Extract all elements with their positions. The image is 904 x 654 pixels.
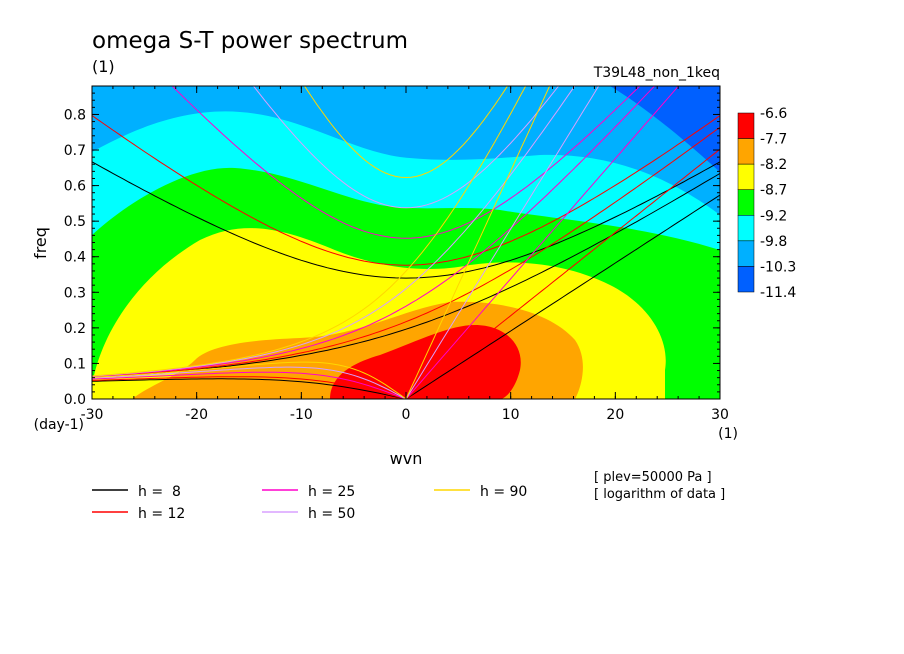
colorbar-swatch bbox=[737, 240, 755, 267]
dispersion-curve-h12-branch-2 bbox=[92, 376, 407, 399]
note-plev: [ plev=50000 Pa ] bbox=[594, 470, 712, 485]
y-axis-label: freq bbox=[31, 227, 50, 259]
dispersion-curve-h90-branch-2 bbox=[92, 361, 407, 399]
y-tick-label: 0.5 bbox=[64, 214, 86, 230]
x-axis-unit: (1) bbox=[718, 426, 738, 442]
y-tick-label: 0.7 bbox=[64, 143, 86, 159]
x-tick-label: -20 bbox=[185, 407, 208, 423]
dispersion-curve-h50-branch-2 bbox=[92, 366, 407, 399]
y-tick-label: 0.1 bbox=[64, 356, 86, 372]
legend-label: h = 12 bbox=[138, 506, 185, 522]
dispersion-curve-h50-branch-3 bbox=[92, 86, 576, 377]
dispersion-curve-h12-branch-1 bbox=[92, 115, 720, 266]
colorbar-level-label: -8.7 bbox=[760, 183, 787, 199]
dispersion-curve-h12-branch-0 bbox=[405, 148, 720, 399]
y-tick-label: 0.8 bbox=[64, 107, 86, 123]
legend-label: h = 8 bbox=[138, 484, 181, 500]
x-tick-label: -30 bbox=[81, 407, 104, 423]
dispersion-curves bbox=[92, 86, 720, 399]
x-tick-label: 30 bbox=[711, 407, 729, 423]
x-tick-label: -10 bbox=[290, 407, 313, 423]
dispersion-curve-h8-branch-1 bbox=[92, 161, 720, 279]
dispersion-curve-h12-branch-3 bbox=[92, 126, 720, 378]
colorbar-level-label: -6.6 bbox=[760, 106, 787, 122]
contour-fill bbox=[92, 86, 720, 399]
y-axis-unit: (day-1) bbox=[34, 417, 84, 433]
y-tick-label: 0.3 bbox=[64, 285, 86, 301]
x-tick-label: 10 bbox=[502, 407, 520, 423]
colorbar-level-label: -9.2 bbox=[760, 208, 787, 224]
y-tick-label: 0.2 bbox=[64, 321, 86, 337]
dispersion-curve-h50-branch-1 bbox=[252, 86, 560, 209]
dispersion-curve-h8-branch-2 bbox=[92, 378, 407, 399]
colorbar: -6.6 -7.7 -8.2 -8.7 -9.2 -9.8 -10.3 -11.4 bbox=[737, 106, 796, 301]
dispersion-curve-h25-branch-1 bbox=[171, 86, 641, 239]
y-tick-label: 0.0 bbox=[64, 392, 86, 408]
legend: h = 8 h = 12 h = 25 h = 50 h = 90 bbox=[92, 484, 527, 522]
legend-label: h = 50 bbox=[308, 506, 355, 522]
y-tick-label: 0.6 bbox=[64, 179, 86, 195]
colorbar-level-label: -8.2 bbox=[760, 157, 787, 173]
dispersion-curve-h50-branch-0 bbox=[405, 86, 600, 399]
dispersion-curve-h90-branch-3 bbox=[92, 86, 527, 377]
dispersion-curve-h25-branch-3 bbox=[92, 86, 656, 377]
x-axis: -30 -20 -10 0 10 20 30 bbox=[81, 86, 729, 423]
colorbar-swatch bbox=[737, 138, 755, 165]
colorbar-swatch bbox=[737, 215, 755, 242]
colorbar-level-label: -9.8 bbox=[760, 234, 787, 250]
dispersion-curve-h8-branch-0 bbox=[405, 194, 720, 399]
colorbar-level-label: -10.3 bbox=[760, 259, 796, 275]
dispersion-curve-h25-branch-0 bbox=[405, 86, 680, 399]
colorbar-swatch bbox=[737, 266, 755, 293]
dispersion-curve-h90-branch-0 bbox=[405, 86, 551, 399]
dispersion-curve-h25-branch-2 bbox=[92, 371, 407, 399]
x-axis-label: wvn bbox=[390, 449, 423, 468]
colorbar-swatch bbox=[737, 189, 755, 216]
colorbar-swatch bbox=[737, 163, 755, 190]
colorbar-level-label: -7.7 bbox=[760, 132, 787, 148]
colorbar-level-label: -11.4 bbox=[760, 285, 796, 301]
note-logarithm: [ logarithm of data ] bbox=[594, 487, 725, 502]
x-tick-label: 0 bbox=[402, 407, 411, 423]
dispersion-curve-h90-branch-1 bbox=[303, 86, 509, 179]
x-tick-label: 20 bbox=[606, 407, 624, 423]
legend-label: h = 25 bbox=[308, 484, 355, 500]
legend-label: h = 90 bbox=[480, 484, 527, 500]
chart-subtitle: (1) bbox=[92, 57, 115, 76]
y-axis: 0.0 0.1 0.2 0.3 0.4 0.5 0.6 0.7 0.8 bbox=[64, 85, 720, 408]
colorbar-swatch bbox=[737, 112, 755, 139]
chart-title: omega S-T power spectrum bbox=[92, 28, 408, 54]
y-tick-label: 0.4 bbox=[64, 250, 86, 266]
run-label: T39L48_non_1keq bbox=[593, 65, 720, 81]
